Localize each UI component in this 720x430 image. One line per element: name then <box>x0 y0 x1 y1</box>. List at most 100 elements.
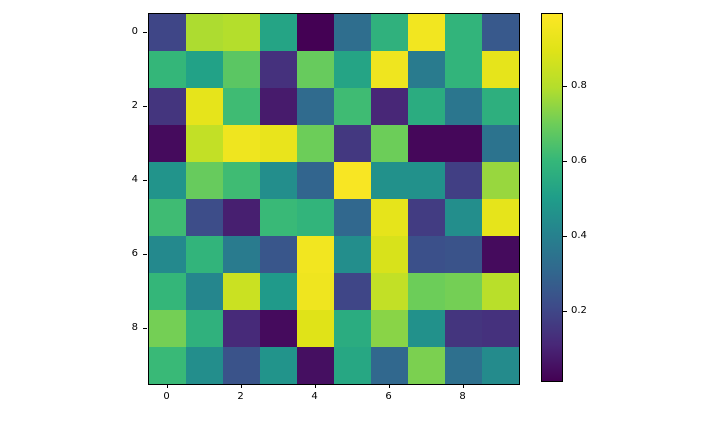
heatmap-cell <box>445 51 482 88</box>
heatmap-cell <box>371 88 408 125</box>
heatmap-cell <box>186 88 223 125</box>
y-tick-mark <box>143 327 147 329</box>
colorbar-tick-mark <box>563 160 567 162</box>
heatmap-cell <box>408 310 445 347</box>
colorbar-tick-label: 0.2 <box>571 304 587 316</box>
heatmap-cell <box>334 51 371 88</box>
heatmap-cell <box>297 199 334 236</box>
y-axis-tick-label: 8 <box>131 321 138 333</box>
heatmap-cell <box>149 199 186 236</box>
y-axis-tick-label: 4 <box>131 173 138 185</box>
heatmap-cell <box>260 125 297 162</box>
x-axis-tick-label: 2 <box>237 391 244 402</box>
heatmap-cell <box>186 51 223 88</box>
heatmap-cell <box>408 236 445 273</box>
heatmap-cell <box>445 310 482 347</box>
heatmap-cell <box>482 273 519 310</box>
heatmap-cell <box>223 51 260 88</box>
colorbar <box>541 13 563 382</box>
heatmap-cell <box>186 162 223 199</box>
x-tick-mark <box>240 384 242 388</box>
heatmap-cell <box>149 347 186 384</box>
heatmap-cell <box>371 51 408 88</box>
heatmap-cell <box>408 347 445 384</box>
colorbar-tick-mark <box>563 86 567 88</box>
heatmap-cell <box>445 125 482 162</box>
heatmap-cell <box>371 347 408 384</box>
y-tick-mark <box>143 253 147 255</box>
heatmap-cell <box>371 236 408 273</box>
y-axis-tick-label: 0 <box>131 25 138 37</box>
heatmap-cell <box>297 273 334 310</box>
heatmap-cell <box>186 347 223 384</box>
heatmap-cell <box>445 14 482 51</box>
heatmap-cell <box>334 14 371 51</box>
heatmap-cell <box>149 310 186 347</box>
heatmap-cell <box>186 125 223 162</box>
heatmap-cell <box>149 162 186 199</box>
x-axis-tick-label: 8 <box>459 391 466 402</box>
heatmap-cell <box>186 199 223 236</box>
heatmap-cell <box>408 162 445 199</box>
heatmap-cell <box>223 125 260 162</box>
heatmap-cell <box>297 347 334 384</box>
heatmap-cell <box>223 273 260 310</box>
heatmap-cell <box>186 310 223 347</box>
heatmap-cell <box>297 236 334 273</box>
y-axis-tick-label: 2 <box>131 99 138 111</box>
heatmap-cell <box>260 162 297 199</box>
heatmap-cell <box>371 162 408 199</box>
colorbar-tick-label: 0.8 <box>571 80 587 92</box>
heatmap-cell <box>297 162 334 199</box>
x-tick-mark <box>314 384 316 388</box>
y-tick-mark <box>143 31 147 33</box>
y-tick-mark <box>143 105 147 107</box>
heatmap-cell <box>445 347 482 384</box>
colorbar-tick-label: 0.4 <box>571 229 587 241</box>
heatmap <box>149 14 519 384</box>
heatmap-cell <box>371 199 408 236</box>
heatmap-cell <box>482 162 519 199</box>
heatmap-cell <box>223 310 260 347</box>
heatmap-cell <box>223 162 260 199</box>
y-axis-tick-label: 6 <box>131 247 138 259</box>
heatmap-cell <box>334 125 371 162</box>
heatmap-cell <box>334 88 371 125</box>
heatmap-cell <box>334 236 371 273</box>
heatmap-cell <box>149 14 186 51</box>
heatmap-cell <box>149 125 186 162</box>
heatmap-cell <box>186 273 223 310</box>
heatmap-cell <box>408 51 445 88</box>
heatmap-cell <box>223 88 260 125</box>
heatmap-cell <box>334 310 371 347</box>
heatmap-cell <box>297 310 334 347</box>
heatmap-cell <box>297 125 334 162</box>
heatmap-cell <box>482 14 519 51</box>
heatmap-cell <box>408 14 445 51</box>
heatmap-cell <box>149 51 186 88</box>
heatmap-cell <box>260 310 297 347</box>
heatmap-cell <box>260 51 297 88</box>
heatmap-cell <box>186 236 223 273</box>
heatmap-cell <box>260 14 297 51</box>
heatmap-cell <box>260 199 297 236</box>
heatmap-cell <box>445 162 482 199</box>
colorbar-tick-mark <box>563 310 567 312</box>
heatmap-cell <box>334 347 371 384</box>
heatmap-cell <box>482 236 519 273</box>
heatmap-cell <box>371 125 408 162</box>
heatmap-cell <box>482 199 519 236</box>
heatmap-axes <box>148 13 520 385</box>
heatmap-cell <box>408 199 445 236</box>
heatmap-cell <box>260 236 297 273</box>
heatmap-cell <box>482 51 519 88</box>
heatmap-cell <box>223 347 260 384</box>
colorbar-tick-mark <box>563 235 567 237</box>
x-axis-tick-label: 4 <box>311 391 318 402</box>
heatmap-cell <box>260 273 297 310</box>
heatmap-cell <box>408 88 445 125</box>
heatmap-cell <box>482 310 519 347</box>
heatmap-cell <box>482 88 519 125</box>
heatmap-cell <box>149 273 186 310</box>
